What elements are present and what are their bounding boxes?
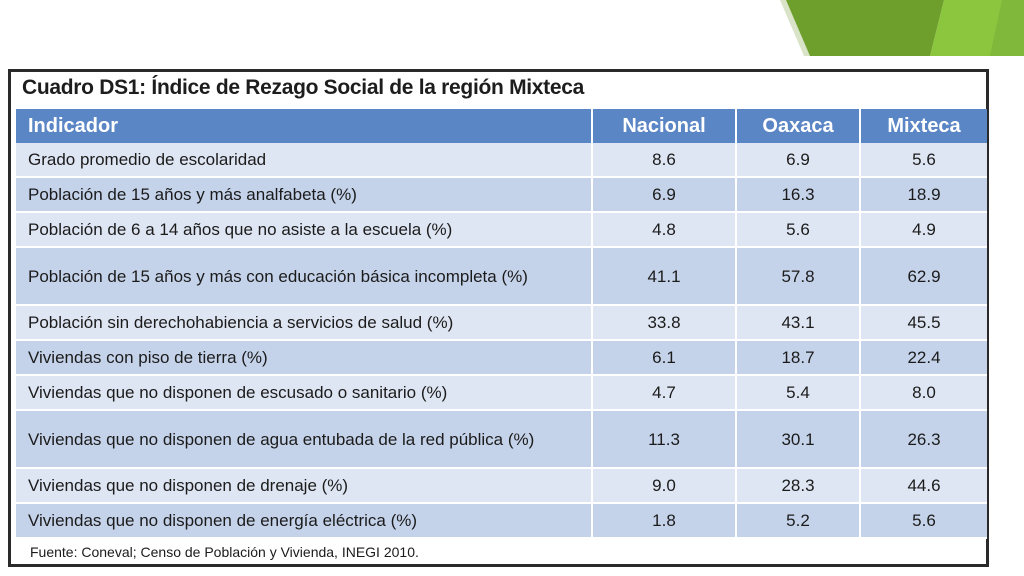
- cell-oaxaca: 5.2: [736, 503, 861, 539]
- row-label: Población sin derechohabiencia a servici…: [16, 305, 593, 341]
- cell-nacional: 11.3: [592, 410, 737, 469]
- row-label: Población de 15 años y más con educación…: [16, 247, 593, 306]
- cell-oaxaca: 5.6: [736, 212, 861, 248]
- cell-oaxaca: 57.8: [736, 247, 861, 306]
- cell-nacional: 4.8: [592, 212, 737, 248]
- header-mixteca: Mixteca: [860, 109, 987, 143]
- table-row: Población sin derechohabiencia a servici…: [16, 305, 987, 341]
- cell-mixteca: 5.6: [860, 143, 987, 178]
- table-row: Grado promedio de escolaridad 8.6 6.9 5.…: [16, 143, 987, 178]
- cell-nacional: 1.8: [592, 503, 737, 539]
- cell-nacional: 4.7: [592, 375, 737, 411]
- table-row: Viviendas con piso de tierra (%) 6.1 18.…: [16, 340, 987, 376]
- cell-mixteca: 5.6: [860, 503, 987, 539]
- cell-oaxaca: 16.3: [736, 177, 861, 213]
- cell-nacional: 9.0: [592, 468, 737, 504]
- cell-oaxaca: 6.9: [736, 143, 861, 178]
- cell-oaxaca: 30.1: [736, 410, 861, 469]
- table-row: Viviendas que no disponen de agua entuba…: [16, 410, 987, 469]
- table-row: Viviendas que no disponen de energía elé…: [16, 503, 987, 539]
- row-label: Viviendas que no disponen de escusado o …: [16, 375, 593, 411]
- row-label: Viviendas que no disponen de energía elé…: [16, 503, 593, 539]
- cell-mixteca: 4.9: [860, 212, 987, 248]
- table-title: Cuadro DS1: Índice de Rezago Social de l…: [22, 76, 585, 99]
- cell-mixteca: 22.4: [860, 340, 987, 376]
- cell-mixteca: 18.9: [860, 177, 987, 213]
- cell-mixteca: 44.6: [860, 468, 987, 504]
- cell-nacional: 6.1: [592, 340, 737, 376]
- cell-nacional: 41.1: [592, 247, 737, 306]
- table-row: Población de 6 a 14 años que no asiste a…: [16, 212, 987, 248]
- row-label: Viviendas que no disponen de agua entuba…: [16, 410, 593, 469]
- cell-mixteca: 45.5: [860, 305, 987, 341]
- header-nacional: Nacional: [592, 109, 737, 143]
- cell-mixteca: 8.0: [860, 375, 987, 411]
- cell-mixteca: 26.3: [860, 410, 987, 469]
- cell-oaxaca: 18.7: [736, 340, 861, 376]
- row-label: Viviendas con piso de tierra (%): [16, 340, 593, 376]
- cell-oaxaca: 43.1: [736, 305, 861, 341]
- cell-nacional: 6.9: [592, 177, 737, 213]
- decorative-green-shapes: [780, 0, 1024, 56]
- row-label: Grado promedio de escolaridad: [16, 143, 593, 178]
- data-table: Indicador Nacional Oaxaca Mixteca Grado …: [16, 109, 987, 539]
- table-row: Población de 15 años y más con educación…: [16, 247, 987, 306]
- row-label: Viviendas que no disponen de drenaje (%): [16, 468, 593, 504]
- cell-nacional: 33.8: [592, 305, 737, 341]
- row-label: Población de 15 años y más analfabeta (%…: [16, 177, 593, 213]
- table-header-row: Indicador Nacional Oaxaca Mixteca: [16, 109, 987, 143]
- source-note: Fuente: Coneval; Censo de Población y Vi…: [30, 544, 419, 560]
- cell-oaxaca: 5.4: [736, 375, 861, 411]
- cell-mixteca: 62.9: [860, 247, 987, 306]
- row-label: Población de 6 a 14 años que no asiste a…: [16, 212, 593, 248]
- table-row: Población de 15 años y más analfabeta (%…: [16, 177, 987, 213]
- header-indicador: Indicador: [16, 109, 593, 143]
- header-oaxaca: Oaxaca: [736, 109, 861, 143]
- cell-nacional: 8.6: [592, 143, 737, 178]
- table-row: Viviendas que no disponen de escusado o …: [16, 375, 987, 411]
- cell-oaxaca: 28.3: [736, 468, 861, 504]
- table-row: Viviendas que no disponen de drenaje (%)…: [16, 468, 987, 504]
